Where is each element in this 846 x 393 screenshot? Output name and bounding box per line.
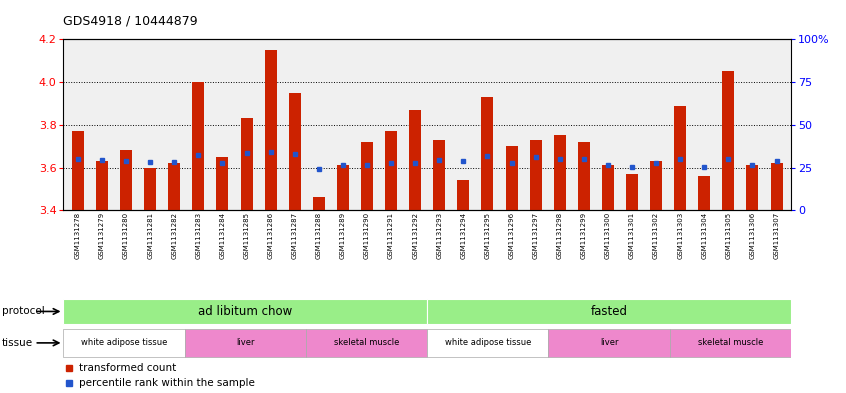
Bar bbox=[427, 299, 791, 324]
Bar bbox=[578, 142, 590, 210]
Text: fasted: fasted bbox=[591, 305, 628, 318]
Bar bbox=[192, 82, 205, 210]
Text: white adipose tissue: white adipose tissue bbox=[81, 338, 168, 347]
Bar bbox=[385, 131, 397, 210]
Text: skeletal muscle: skeletal muscle bbox=[334, 338, 399, 347]
Bar bbox=[722, 72, 734, 210]
Text: protocol: protocol bbox=[2, 307, 45, 316]
Bar bbox=[481, 97, 493, 210]
Text: transformed count: transformed count bbox=[80, 363, 177, 373]
Bar bbox=[433, 140, 445, 210]
Bar bbox=[361, 142, 373, 210]
Bar bbox=[506, 146, 518, 210]
Bar bbox=[548, 329, 670, 357]
Text: white adipose tissue: white adipose tissue bbox=[445, 338, 531, 347]
Text: GDS4918 / 10444879: GDS4918 / 10444879 bbox=[63, 15, 198, 28]
Bar bbox=[337, 165, 349, 210]
Bar bbox=[650, 161, 662, 210]
Bar bbox=[306, 329, 427, 357]
Text: ad libitum chow: ad libitum chow bbox=[198, 305, 293, 318]
Bar bbox=[168, 163, 180, 210]
Bar bbox=[217, 157, 228, 210]
Bar bbox=[670, 329, 791, 357]
Bar bbox=[72, 131, 84, 210]
Bar bbox=[313, 197, 325, 210]
Bar bbox=[409, 110, 421, 210]
Bar bbox=[63, 299, 427, 324]
Bar bbox=[184, 329, 306, 357]
Bar bbox=[674, 106, 686, 210]
Bar bbox=[144, 167, 157, 210]
Text: tissue: tissue bbox=[2, 338, 33, 348]
Bar bbox=[554, 136, 566, 210]
Bar bbox=[96, 161, 108, 210]
Text: percentile rank within the sample: percentile rank within the sample bbox=[80, 378, 255, 387]
Bar bbox=[602, 165, 614, 210]
Bar bbox=[746, 165, 759, 210]
Bar bbox=[626, 174, 638, 210]
Text: liver: liver bbox=[600, 338, 618, 347]
Bar bbox=[63, 329, 184, 357]
Bar bbox=[120, 151, 132, 210]
Text: skeletal muscle: skeletal muscle bbox=[698, 338, 763, 347]
Bar bbox=[698, 176, 711, 210]
Bar bbox=[427, 329, 548, 357]
Bar bbox=[288, 93, 300, 210]
Bar bbox=[530, 140, 541, 210]
Bar bbox=[771, 163, 783, 210]
Bar bbox=[265, 50, 277, 210]
Bar bbox=[240, 118, 253, 210]
Bar bbox=[458, 180, 470, 210]
Text: liver: liver bbox=[236, 338, 255, 347]
